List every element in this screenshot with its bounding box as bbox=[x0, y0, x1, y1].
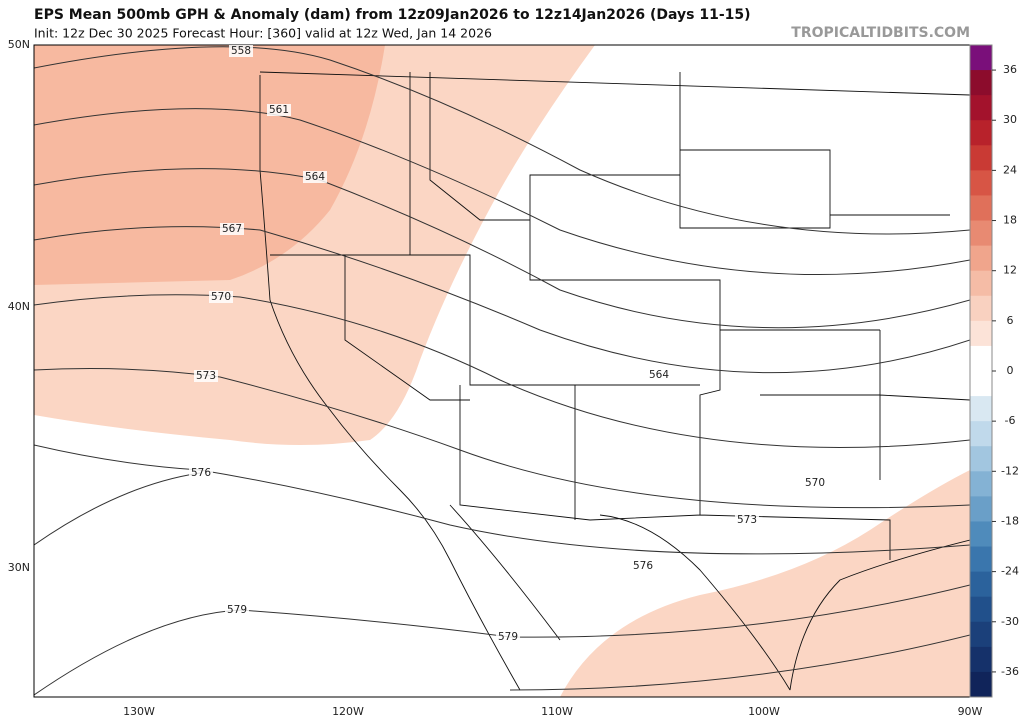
contour-label: 558 bbox=[231, 45, 251, 57]
contour-label-bg bbox=[267, 104, 291, 116]
lon-label: 120W bbox=[332, 705, 364, 718]
contour-label: 576 bbox=[633, 560, 653, 572]
colorbar-label: 18 bbox=[1003, 214, 1017, 227]
colorbar-label: 30 bbox=[1003, 113, 1017, 126]
colorbar-swatch bbox=[970, 496, 992, 522]
contour-label: 567 bbox=[222, 223, 242, 235]
colorbar-label: 24 bbox=[1003, 163, 1017, 176]
contour-label: 564 bbox=[305, 171, 325, 183]
colorbar-swatch bbox=[970, 521, 992, 548]
colorbar: 36 30 24 18 12 6 0 -6 -12 -18 -24 -30 -36 bbox=[969, 44, 1019, 698]
contour-label-bg bbox=[220, 223, 244, 235]
coastline bbox=[259, 75, 970, 691]
colorbar-label: -18 bbox=[1001, 514, 1019, 527]
colorbar-label: -6 bbox=[1005, 414, 1016, 427]
colorbar-swatch bbox=[970, 396, 992, 422]
lon-label: 100W bbox=[748, 705, 780, 718]
colorbar-swatch bbox=[970, 70, 992, 96]
lon-label: 90W bbox=[958, 705, 983, 718]
contour-label: 564 bbox=[649, 369, 669, 381]
colorbar-label: 12 bbox=[1003, 264, 1017, 277]
colorbar-swatch bbox=[970, 421, 992, 447]
lon-label: 130W bbox=[123, 705, 155, 718]
colorbar-swatch bbox=[970, 170, 992, 196]
contour-label: 576 bbox=[191, 467, 211, 479]
contour-label-bg bbox=[631, 560, 655, 572]
colorbar-label: -12 bbox=[1001, 464, 1019, 477]
colorbar-label: -24 bbox=[1001, 565, 1019, 578]
colorbar-label: -36 bbox=[1001, 665, 1019, 678]
colorbar-swatch bbox=[970, 195, 992, 222]
title: EPS Mean 500mb GPH & Anomaly (dam) from … bbox=[34, 7, 751, 23]
colorbar-swatch bbox=[970, 596, 992, 623]
contour-label-bg bbox=[189, 467, 213, 479]
colorbar-swatch bbox=[970, 95, 992, 121]
lon-label: 110W bbox=[541, 705, 573, 718]
colorbar-swatch bbox=[970, 671, 992, 698]
colorbar-swatch bbox=[970, 245, 992, 272]
anomaly-fill bbox=[34, 45, 385, 285]
contour-label: 579 bbox=[498, 631, 518, 643]
contour-label: 570 bbox=[805, 477, 825, 489]
contour-label-bg bbox=[647, 369, 671, 381]
colorbar-swatch bbox=[970, 345, 992, 372]
anomaly-fill bbox=[560, 470, 970, 697]
state-border bbox=[259, 71, 970, 560]
colorbar-swatch bbox=[970, 320, 992, 347]
colorbar-label: 6 bbox=[1007, 314, 1014, 327]
contour-label-bg bbox=[735, 514, 759, 526]
colorbar-swatch bbox=[970, 621, 992, 648]
colorbar-swatch bbox=[970, 371, 992, 397]
colorbar-swatch bbox=[970, 646, 992, 673]
lat-label: 30N bbox=[8, 561, 30, 574]
colorbar-swatch bbox=[970, 220, 992, 247]
contour-label: 579 bbox=[227, 604, 247, 616]
colorbar-swatch bbox=[970, 295, 992, 322]
subtitle: Init: 12z Dec 30 2025 Forecast Hour: [36… bbox=[34, 26, 492, 41]
contour-label-bg bbox=[209, 291, 233, 303]
contour-label: 573 bbox=[737, 514, 757, 526]
lat-label: 40N bbox=[8, 300, 30, 313]
colorbar-swatch bbox=[970, 145, 992, 171]
contour-label: 573 bbox=[196, 370, 216, 382]
contour-label: 561 bbox=[269, 104, 289, 116]
colorbar-label: 0 bbox=[1007, 364, 1014, 377]
colorbar-swatch bbox=[970, 120, 992, 146]
contour-label-bg bbox=[194, 370, 218, 382]
contour-label: 570 bbox=[211, 291, 231, 303]
colorbar-swatch bbox=[970, 571, 992, 598]
map bbox=[33, 44, 971, 698]
colorbar-swatch bbox=[970, 446, 992, 472]
colorbar-swatch bbox=[970, 45, 992, 71]
contour-label-bg bbox=[225, 604, 249, 616]
lat-label: 50N bbox=[8, 38, 30, 51]
contour-label-bg bbox=[803, 477, 827, 489]
colorbar-swatch bbox=[970, 546, 992, 573]
contour-label-bg bbox=[229, 45, 253, 57]
contour-label-bg bbox=[303, 171, 327, 183]
colorbar-swatch bbox=[970, 270, 992, 297]
colorbar-label: 36 bbox=[1003, 63, 1017, 76]
colorbar-swatch bbox=[970, 471, 992, 497]
site-label: TROPICALTIDBITS.COM bbox=[791, 25, 970, 41]
contour-label-bg bbox=[496, 631, 520, 643]
colorbar-label: -30 bbox=[1001, 615, 1019, 628]
